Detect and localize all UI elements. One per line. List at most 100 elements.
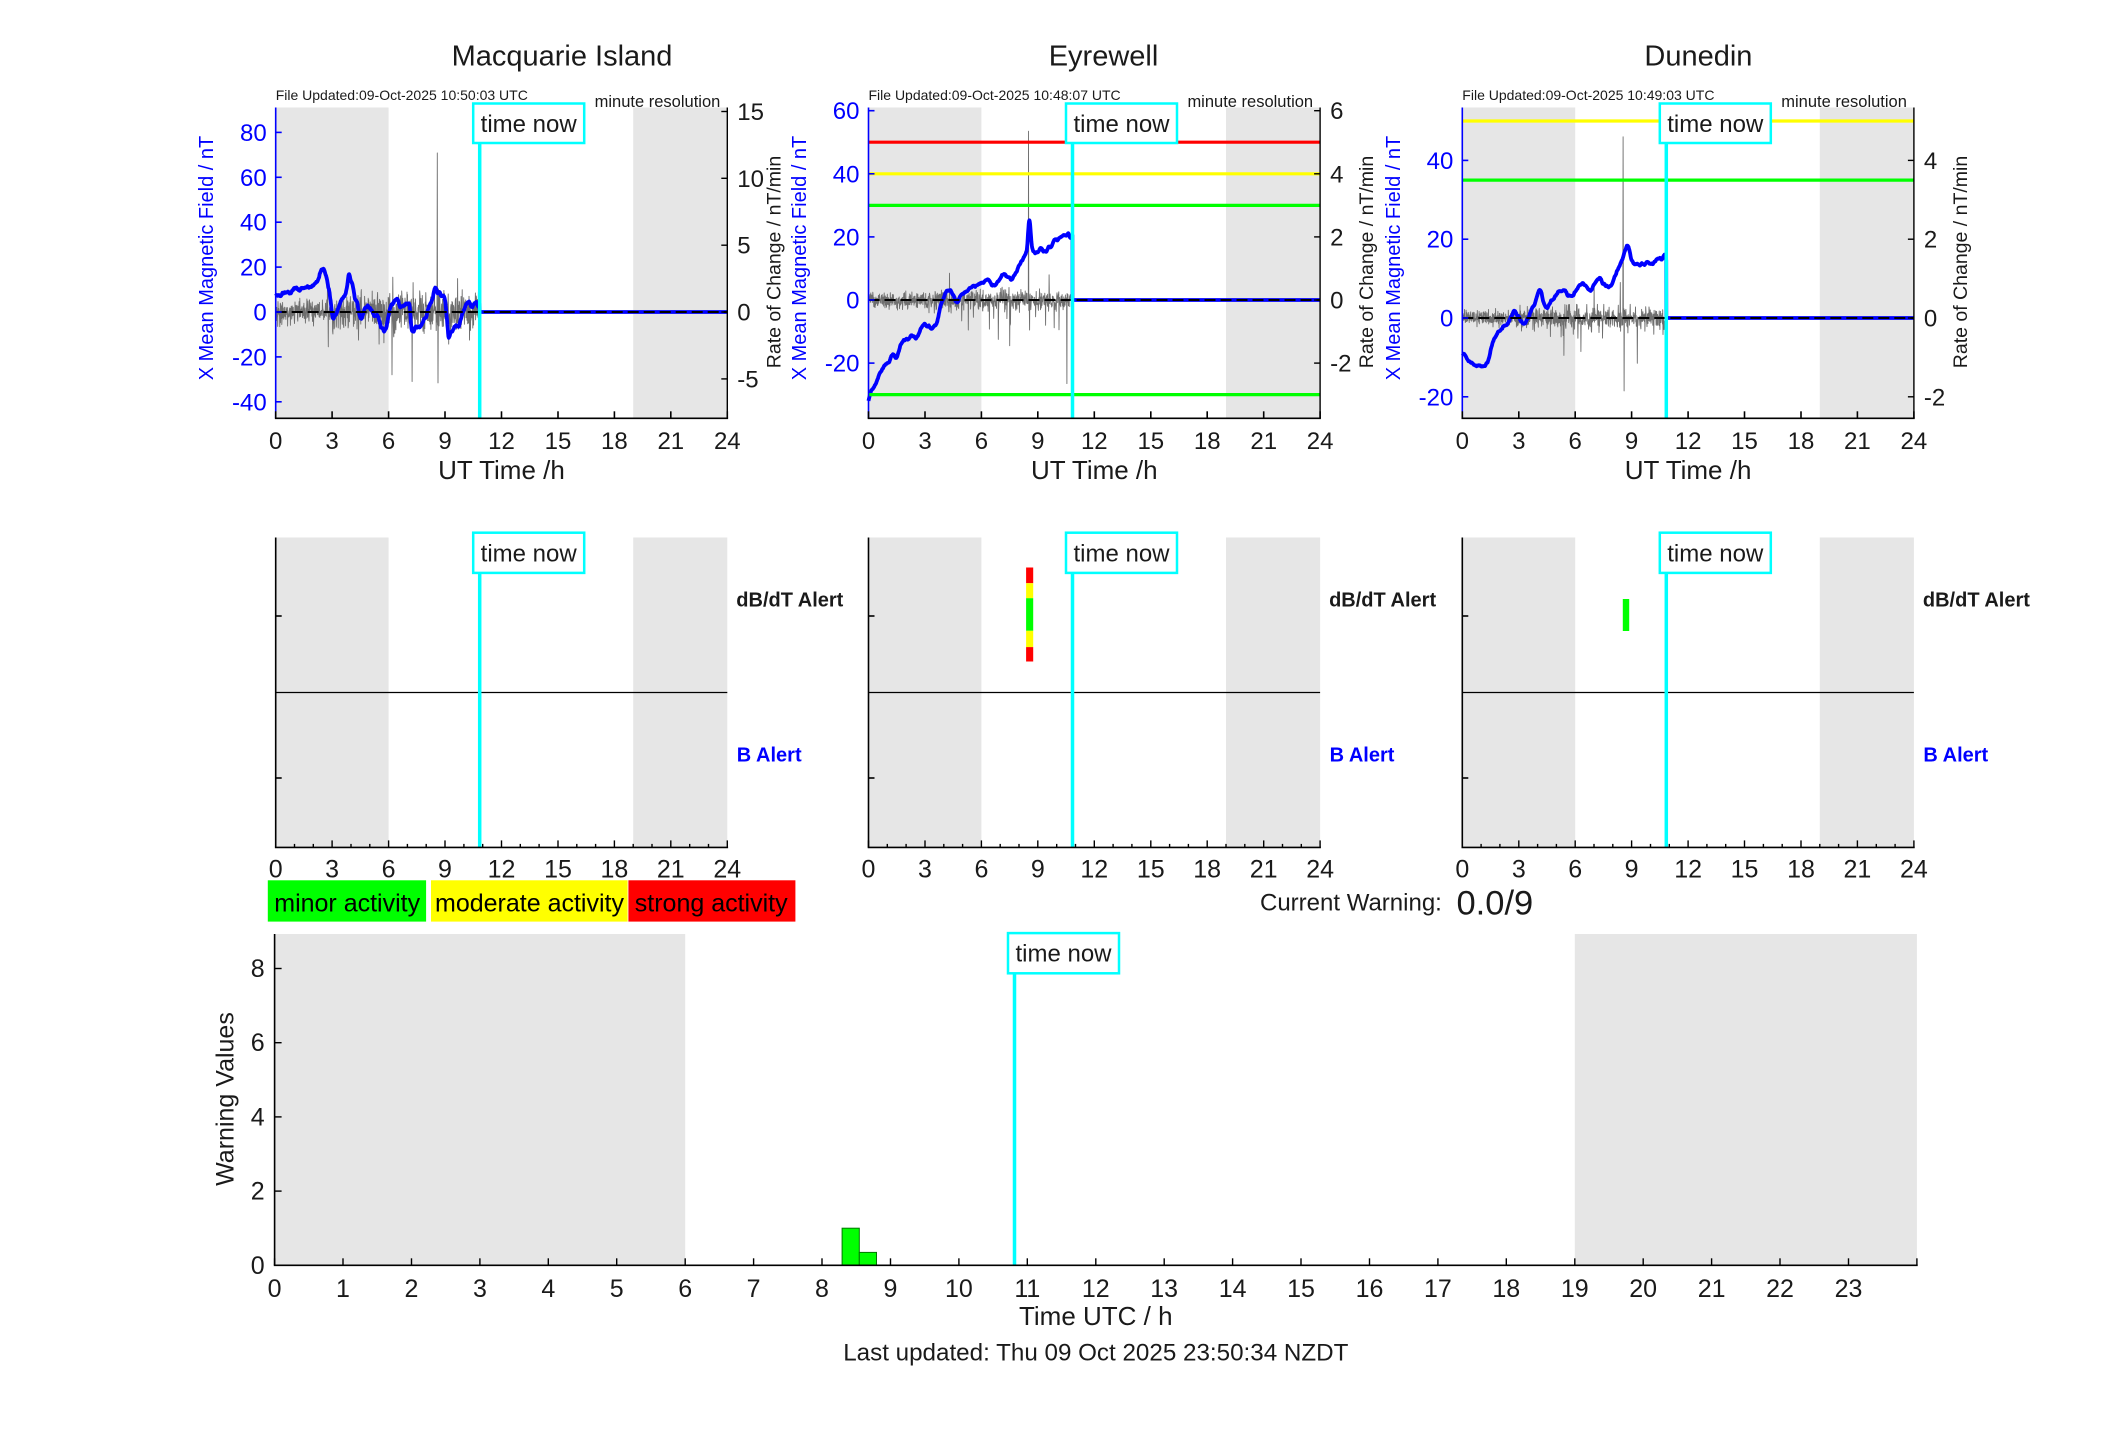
svg-text:minute resolution: minute resolution [1781,93,1907,111]
svg-text:10: 10 [737,166,764,193]
svg-text:0: 0 [1440,306,1453,333]
svg-text:18: 18 [1787,856,1815,884]
svg-text:B Alert: B Alert [737,745,802,767]
svg-text:22: 22 [1766,1275,1794,1303]
svg-text:minute resolution: minute resolution [1187,93,1313,111]
svg-text:12: 12 [1675,428,1702,455]
svg-text:Dunedin: Dunedin [1644,41,1752,73]
svg-text:6: 6 [382,428,395,455]
svg-text:20: 20 [1427,227,1454,254]
svg-text:12: 12 [1080,856,1108,884]
svg-text:60: 60 [240,165,267,192]
svg-text:21: 21 [1843,856,1871,884]
svg-text:Last updated: Thu 09 Oct 2025: Last updated: Thu 09 Oct 2025 23:50:34 N… [843,1340,1348,1367]
svg-text:10: 10 [945,1275,973,1303]
svg-text:9: 9 [438,856,452,884]
svg-text:18: 18 [1788,428,1815,455]
svg-text:-20: -20 [232,344,267,371]
svg-text:9: 9 [884,1275,898,1303]
svg-text:Time UTC / h: Time UTC / h [1019,1301,1173,1331]
svg-text:24: 24 [1306,856,1334,884]
svg-text:Rate of Change / nT/min: Rate of Change / nT/min [1950,156,1972,368]
svg-text:File Updated:09-Oct-2025 10:49: File Updated:09-Oct-2025 10:49:03 UTC [1462,87,1714,103]
svg-text:14: 14 [1219,1275,1247,1303]
svg-text:9: 9 [1031,428,1044,455]
svg-text:60: 60 [833,98,860,125]
svg-text:8: 8 [251,955,265,983]
svg-text:15: 15 [1137,856,1165,884]
svg-text:6: 6 [1568,856,1582,884]
svg-text:18: 18 [1492,1275,1520,1303]
svg-text:6: 6 [1569,428,1582,455]
svg-text:3: 3 [325,428,338,455]
svg-text:15: 15 [1137,428,1164,455]
svg-text:18: 18 [1193,856,1221,884]
svg-text:18: 18 [601,428,628,455]
svg-text:time now: time now [1015,941,1112,968]
svg-text:0: 0 [269,856,283,884]
svg-text:0: 0 [269,428,282,455]
svg-text:2: 2 [1924,227,1937,254]
svg-text:Eyrewell: Eyrewell [1049,41,1159,73]
svg-text:11: 11 [1014,1275,1040,1303]
svg-text:0: 0 [846,288,859,315]
svg-text:4: 4 [541,1275,555,1303]
svg-text:2: 2 [405,1275,419,1303]
svg-text:-40: -40 [232,389,267,416]
svg-text:Current Warning:: Current Warning: [1260,890,1442,917]
svg-text:Rate of Change / nT/min: Rate of Change / nT/min [1356,156,1378,368]
svg-text:21: 21 [1250,428,1277,455]
svg-text:6: 6 [974,856,988,884]
svg-text:minor activity: minor activity [274,890,420,918]
svg-text:40: 40 [833,161,860,188]
svg-text:6: 6 [678,1275,692,1303]
svg-text:3: 3 [473,1275,487,1303]
svg-text:time now: time now [1667,540,1764,567]
svg-text:3: 3 [1512,856,1526,884]
svg-text:20: 20 [833,224,860,251]
svg-text:File Updated:09-Oct-2025 10:48: File Updated:09-Oct-2025 10:48:07 UTC [869,87,1121,103]
svg-text:24: 24 [1900,856,1928,884]
svg-text:19: 19 [1561,1275,1589,1303]
svg-text:File Updated:09-Oct-2025 10:50: File Updated:09-Oct-2025 10:50:03 UTC [276,87,528,103]
svg-text:1: 1 [336,1275,350,1303]
svg-text:40: 40 [1427,148,1454,175]
svg-text:15: 15 [737,99,764,126]
svg-text:0: 0 [737,300,750,327]
svg-text:0: 0 [1924,306,1937,333]
svg-text:0: 0 [251,1252,265,1280]
svg-text:time now: time now [1073,540,1170,567]
svg-text:0: 0 [862,428,875,455]
svg-text:4: 4 [1330,161,1343,188]
svg-text:-2: -2 [1924,384,1945,411]
svg-text:12: 12 [1674,856,1702,884]
svg-text:time now: time now [481,111,578,138]
svg-text:0: 0 [253,300,266,327]
svg-text:minute resolution: minute resolution [595,93,721,111]
svg-text:20: 20 [240,255,267,282]
svg-text:24: 24 [713,856,741,884]
svg-text:15: 15 [544,856,572,884]
svg-text:2: 2 [251,1178,265,1206]
svg-text:3: 3 [918,856,932,884]
svg-text:0: 0 [1456,428,1469,455]
svg-text:20: 20 [1629,1275,1657,1303]
svg-text:UT Time /h: UT Time /h [1625,455,1752,485]
svg-text:24: 24 [1307,428,1334,455]
svg-text:3: 3 [1512,428,1525,455]
svg-text:7: 7 [747,1275,761,1303]
svg-text:18: 18 [600,856,628,884]
svg-text:21: 21 [657,856,685,884]
svg-text:8: 8 [815,1275,829,1303]
svg-text:6: 6 [975,428,988,455]
svg-text:3: 3 [918,428,931,455]
svg-text:dB/dT Alert: dB/dT Alert [1329,590,1436,612]
svg-text:X Mean Magnetic Field / nT: X Mean Magnetic Field / nT [789,136,811,381]
svg-text:B Alert: B Alert [1330,745,1395,767]
svg-text:15: 15 [1731,856,1759,884]
svg-text:80: 80 [240,120,267,147]
svg-text:time now: time now [1667,111,1764,138]
svg-text:6: 6 [251,1029,265,1057]
svg-text:0: 0 [862,856,876,884]
svg-text:5: 5 [610,1275,624,1303]
